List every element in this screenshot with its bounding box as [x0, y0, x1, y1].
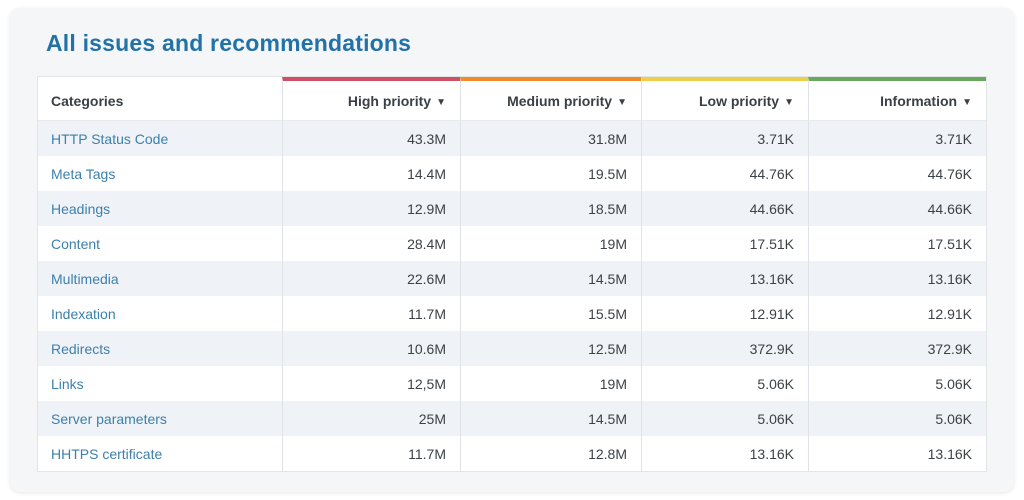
table-row: Content 28.4M 19M 17.51K 17.51K: [38, 226, 986, 261]
category-cell: Headings: [38, 191, 282, 226]
high-value-cell: 12,5M: [282, 366, 460, 401]
page-title: All issues and recommendations: [46, 30, 412, 56]
medium-value-cell: 12.5M: [460, 331, 641, 366]
category-link[interactable]: Headings: [51, 200, 111, 217]
issues-table-header-row: Categories High priority ▼ Medium priority ▼…: [38, 77, 986, 121]
low-value-cell: 12.91K: [641, 296, 808, 331]
column-header-label: Medium priority: [507, 92, 613, 109]
sort-caret-icon[interactable]: ▼: [436, 96, 446, 108]
high-value-cell: 12.9M: [282, 191, 460, 226]
category-link[interactable]: Redirects: [51, 340, 111, 357]
column-header-label: High priority: [347, 92, 432, 109]
category-cell: HHTPS certificate: [38, 436, 282, 471]
low-value-cell: 372.9K: [641, 331, 808, 366]
category-link[interactable]: HTTP Status Code: [51, 130, 169, 147]
medium-value-cell: 19.5M: [460, 156, 641, 191]
info-value-cell: 5.06K: [808, 401, 986, 436]
high-value-cell: 14.4M: [282, 156, 460, 191]
medium-value-cell: 19M: [460, 366, 641, 401]
category-link[interactable]: HHTPS certificate: [51, 445, 163, 462]
table-row: HTTP Status Code 43.3M 31.8M 3.71K 3.71K: [38, 121, 986, 156]
sort-caret-icon[interactable]: ▼: [962, 96, 972, 108]
info-value-cell: 3.71K: [808, 121, 986, 156]
column-header-medium[interactable]: Medium priority ▼: [460, 77, 641, 121]
column-header-label: Categories: [51, 92, 124, 109]
category-cell: Indexation: [38, 296, 282, 331]
low-value-cell: 5.06K: [641, 401, 808, 436]
low-value-cell: 17.51K: [641, 226, 808, 261]
category-link[interactable]: Server parameters: [51, 410, 167, 427]
high-value-cell: 10.6M: [282, 331, 460, 366]
medium-value-cell: 14.5M: [460, 261, 641, 296]
low-value-cell: 44.66K: [641, 191, 808, 226]
issues-table: Categories High priority ▼ Medium priority ▼…: [38, 77, 986, 471]
category-cell: Redirects: [38, 331, 282, 366]
category-cell: Links: [38, 366, 282, 401]
info-value-cell: 44.76K: [808, 156, 986, 191]
info-value-cell: 17.51K: [808, 226, 986, 261]
sort-caret-icon[interactable]: ▼: [784, 96, 794, 108]
column-header-category: Categories: [38, 77, 282, 121]
table-row: Server parameters 25M 14.5M 5.06K 5.06K: [38, 401, 986, 436]
info-value-cell: 5.06K: [808, 366, 986, 401]
low-value-cell: 13.16K: [641, 261, 808, 296]
category-cell: Server parameters: [38, 401, 282, 436]
category-link[interactable]: Multimedia: [51, 270, 119, 287]
info-value-cell: 44.66K: [808, 191, 986, 226]
column-header-info[interactable]: Information ▼: [808, 77, 986, 121]
sort-caret-icon[interactable]: ▼: [617, 96, 627, 108]
high-value-cell: 28.4M: [282, 226, 460, 261]
table-row: Redirects 10.6M 12.5M 372.9K 372.9K: [38, 331, 986, 366]
category-link[interactable]: Meta Tags: [51, 165, 116, 182]
category-cell: Content: [38, 226, 282, 261]
info-value-cell: 13.16K: [808, 436, 986, 471]
high-value-cell: 25M: [282, 401, 460, 436]
medium-value-cell: 12.8M: [460, 436, 641, 471]
info-value-cell: 12.91K: [808, 296, 986, 331]
column-header-low[interactable]: Low priority ▼: [641, 77, 808, 121]
table-row: Headings 12.9M 18.5M 44.66K 44.66K: [38, 191, 986, 226]
category-cell: Multimedia: [38, 261, 282, 296]
column-header-high[interactable]: High priority ▼: [282, 77, 460, 121]
category-link[interactable]: Content: [51, 235, 101, 252]
table-row: Indexation 11.7M 15.5M 12.91K 12.91K: [38, 296, 986, 331]
info-value-cell: 13.16K: [808, 261, 986, 296]
table-row: HHTPS certificate 11.7M 12.8M 13.16K 13.16K: [38, 436, 986, 471]
category-cell: HTTP Status Code: [38, 121, 282, 156]
column-header-label: Information: [880, 92, 958, 109]
high-value-cell: 43.3M: [282, 121, 460, 156]
column-header-label: Low priority: [698, 92, 780, 109]
high-value-cell: 11.7M: [282, 436, 460, 471]
category-link[interactable]: Indexation: [51, 305, 116, 322]
info-value-cell: 372.9K: [808, 331, 986, 366]
medium-value-cell: 18.5M: [460, 191, 641, 226]
low-value-cell: 5.06K: [641, 366, 808, 401]
medium-value-cell: 19M: [460, 226, 641, 261]
table-row: Links 12,5M 19M 5.06K 5.06K: [38, 366, 986, 401]
medium-value-cell: 14.5M: [460, 401, 641, 436]
low-value-cell: 3.71K: [641, 121, 808, 156]
issues-table-body: HTTP Status Code 43.3M 31.8M 3.71K 3.71K Meta…: [38, 121, 986, 471]
high-value-cell: 11.7M: [282, 296, 460, 331]
issues-card: All issues and recommendations Categorie…: [10, 8, 1014, 492]
medium-value-cell: 15.5M: [460, 296, 641, 331]
medium-value-cell: 31.8M: [460, 121, 641, 156]
category-link[interactable]: Links: [51, 375, 84, 392]
low-value-cell: 13.16K: [641, 436, 808, 471]
high-value-cell: 22.6M: [282, 261, 460, 296]
low-value-cell: 44.76K: [641, 156, 808, 191]
table-row: Meta Tags 14.4M 19.5M 44.76K 44.76K: [38, 156, 986, 191]
category-cell: Meta Tags: [38, 156, 282, 191]
table-row: Multimedia 22.6M 14.5M 13.16K 13.16K: [38, 261, 986, 296]
